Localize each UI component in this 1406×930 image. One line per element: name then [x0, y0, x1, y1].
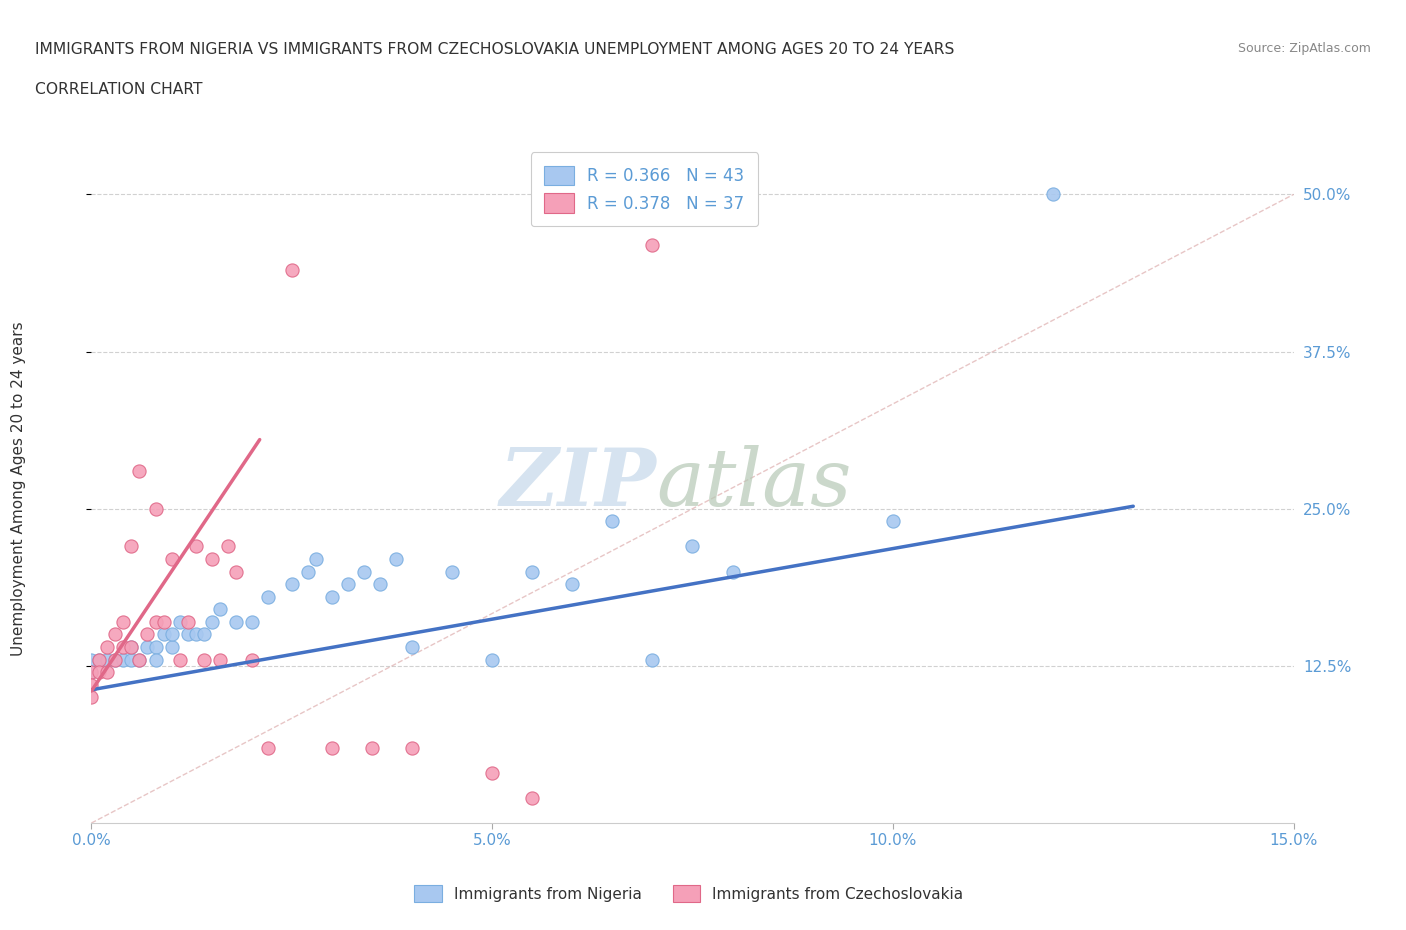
Point — [321, 590, 343, 604]
Point — [96, 640, 118, 655]
Point — [160, 627, 183, 642]
Point — [145, 640, 167, 655]
Point — [305, 551, 328, 566]
Text: Unemployment Among Ages 20 to 24 years: Unemployment Among Ages 20 to 24 years — [11, 321, 25, 656]
Point — [184, 627, 207, 642]
Point — [160, 640, 183, 655]
Point — [256, 740, 278, 755]
Point — [281, 577, 304, 591]
Point — [256, 590, 278, 604]
Point — [297, 565, 319, 579]
Point — [368, 577, 391, 591]
Legend: R = 0.366   N = 43, R = 0.378   N = 37: R = 0.366 N = 43, R = 0.378 N = 37 — [531, 153, 758, 226]
Point — [208, 652, 231, 667]
Point — [121, 652, 143, 667]
Point — [481, 652, 503, 667]
Point — [96, 665, 118, 680]
Text: ZIP: ZIP — [499, 445, 657, 523]
Point — [561, 577, 583, 591]
Point — [240, 615, 263, 630]
Point — [641, 652, 664, 667]
Point — [152, 627, 174, 642]
Point — [89, 665, 111, 680]
Point — [145, 615, 167, 630]
Point — [128, 652, 150, 667]
Point — [176, 627, 198, 642]
Text: CORRELATION CHART: CORRELATION CHART — [35, 82, 202, 97]
Point — [104, 652, 127, 667]
Point — [193, 652, 215, 667]
Point — [681, 539, 703, 554]
Point — [882, 514, 904, 529]
Point — [481, 765, 503, 780]
Point — [208, 602, 231, 617]
Point — [112, 615, 135, 630]
Point — [136, 627, 159, 642]
Point — [360, 740, 382, 755]
Point — [152, 615, 174, 630]
Point — [96, 652, 118, 667]
Point — [321, 740, 343, 755]
Point — [160, 551, 183, 566]
Text: IMMIGRANTS FROM NIGERIA VS IMMIGRANTS FROM CZECHOSLOVAKIA UNEMPLOYMENT AMONG AGE: IMMIGRANTS FROM NIGERIA VS IMMIGRANTS FR… — [35, 42, 955, 57]
Point — [121, 539, 143, 554]
Point — [104, 652, 127, 667]
Point — [169, 652, 191, 667]
Point — [522, 565, 544, 579]
Point — [641, 237, 664, 252]
Point — [80, 665, 103, 680]
Point — [217, 539, 239, 554]
Point — [193, 627, 215, 642]
Point — [145, 652, 167, 667]
Point — [225, 565, 247, 579]
Point — [281, 262, 304, 277]
Point — [89, 652, 111, 667]
Point — [80, 690, 103, 705]
Point — [80, 677, 103, 692]
Point — [353, 565, 375, 579]
Point — [721, 565, 744, 579]
Point — [201, 615, 224, 630]
Point — [121, 640, 143, 655]
Point — [121, 640, 143, 655]
Point — [1042, 187, 1064, 202]
Point — [225, 615, 247, 630]
Point — [385, 551, 408, 566]
Point — [169, 615, 191, 630]
Point — [336, 577, 359, 591]
Point — [80, 652, 103, 667]
Point — [184, 539, 207, 554]
Point — [401, 640, 423, 655]
Point — [440, 565, 463, 579]
Point — [80, 665, 103, 680]
Point — [104, 627, 127, 642]
Point — [128, 652, 150, 667]
Point — [145, 501, 167, 516]
Point — [89, 652, 111, 667]
Point — [112, 652, 135, 667]
Text: atlas: atlas — [657, 445, 852, 523]
Point — [201, 551, 224, 566]
Point — [401, 740, 423, 755]
Text: Source: ZipAtlas.com: Source: ZipAtlas.com — [1237, 42, 1371, 55]
Point — [602, 514, 624, 529]
Point — [128, 463, 150, 478]
Point — [136, 640, 159, 655]
Point — [522, 790, 544, 805]
Point — [112, 640, 135, 655]
Point — [240, 652, 263, 667]
Point — [176, 615, 198, 630]
Legend: Immigrants from Nigeria, Immigrants from Czechoslovakia: Immigrants from Nigeria, Immigrants from… — [408, 879, 970, 909]
